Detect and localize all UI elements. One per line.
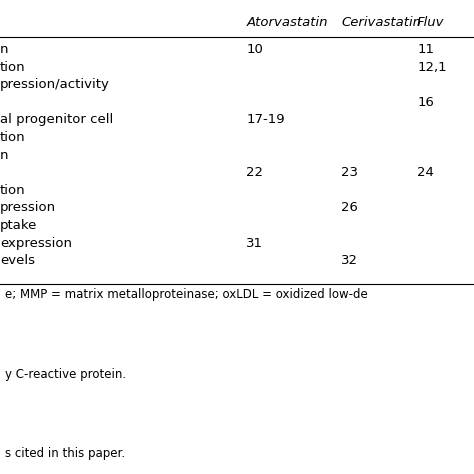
Text: 23: 23 [341,166,358,179]
Text: Atorvastatin: Atorvastatin [246,16,328,29]
Text: expression: expression [0,237,72,250]
Text: al progenitor cell: al progenitor cell [0,113,113,127]
Text: pression/activity: pression/activity [0,78,110,91]
Text: tion: tion [0,184,26,197]
Text: 11: 11 [417,43,434,56]
Text: e; MMP = matrix metalloproteinase; oxLDL = oxidized low-de: e; MMP = matrix metalloproteinase; oxLDL… [5,289,367,301]
Text: n: n [0,149,9,162]
Text: Fluv: Fluv [417,16,445,29]
Text: s cited in this paper.: s cited in this paper. [5,447,125,460]
Text: y C-reactive protein.: y C-reactive protein. [5,367,126,381]
Text: 10: 10 [246,43,264,56]
Text: 24: 24 [417,166,434,179]
Text: tion: tion [0,61,26,73]
Text: n: n [0,43,9,56]
Text: 12,1: 12,1 [417,61,447,73]
Text: 31: 31 [246,237,264,250]
Text: ptake: ptake [0,219,37,232]
Text: tion: tion [0,131,26,144]
Text: pression: pression [0,201,56,214]
Text: 16: 16 [417,96,434,109]
Text: 26: 26 [341,201,358,214]
Text: 17-19: 17-19 [246,113,285,127]
Text: 32: 32 [341,254,358,267]
Text: evels: evels [0,254,35,267]
Text: Cerivastatin: Cerivastatin [341,16,421,29]
Text: 22: 22 [246,166,264,179]
